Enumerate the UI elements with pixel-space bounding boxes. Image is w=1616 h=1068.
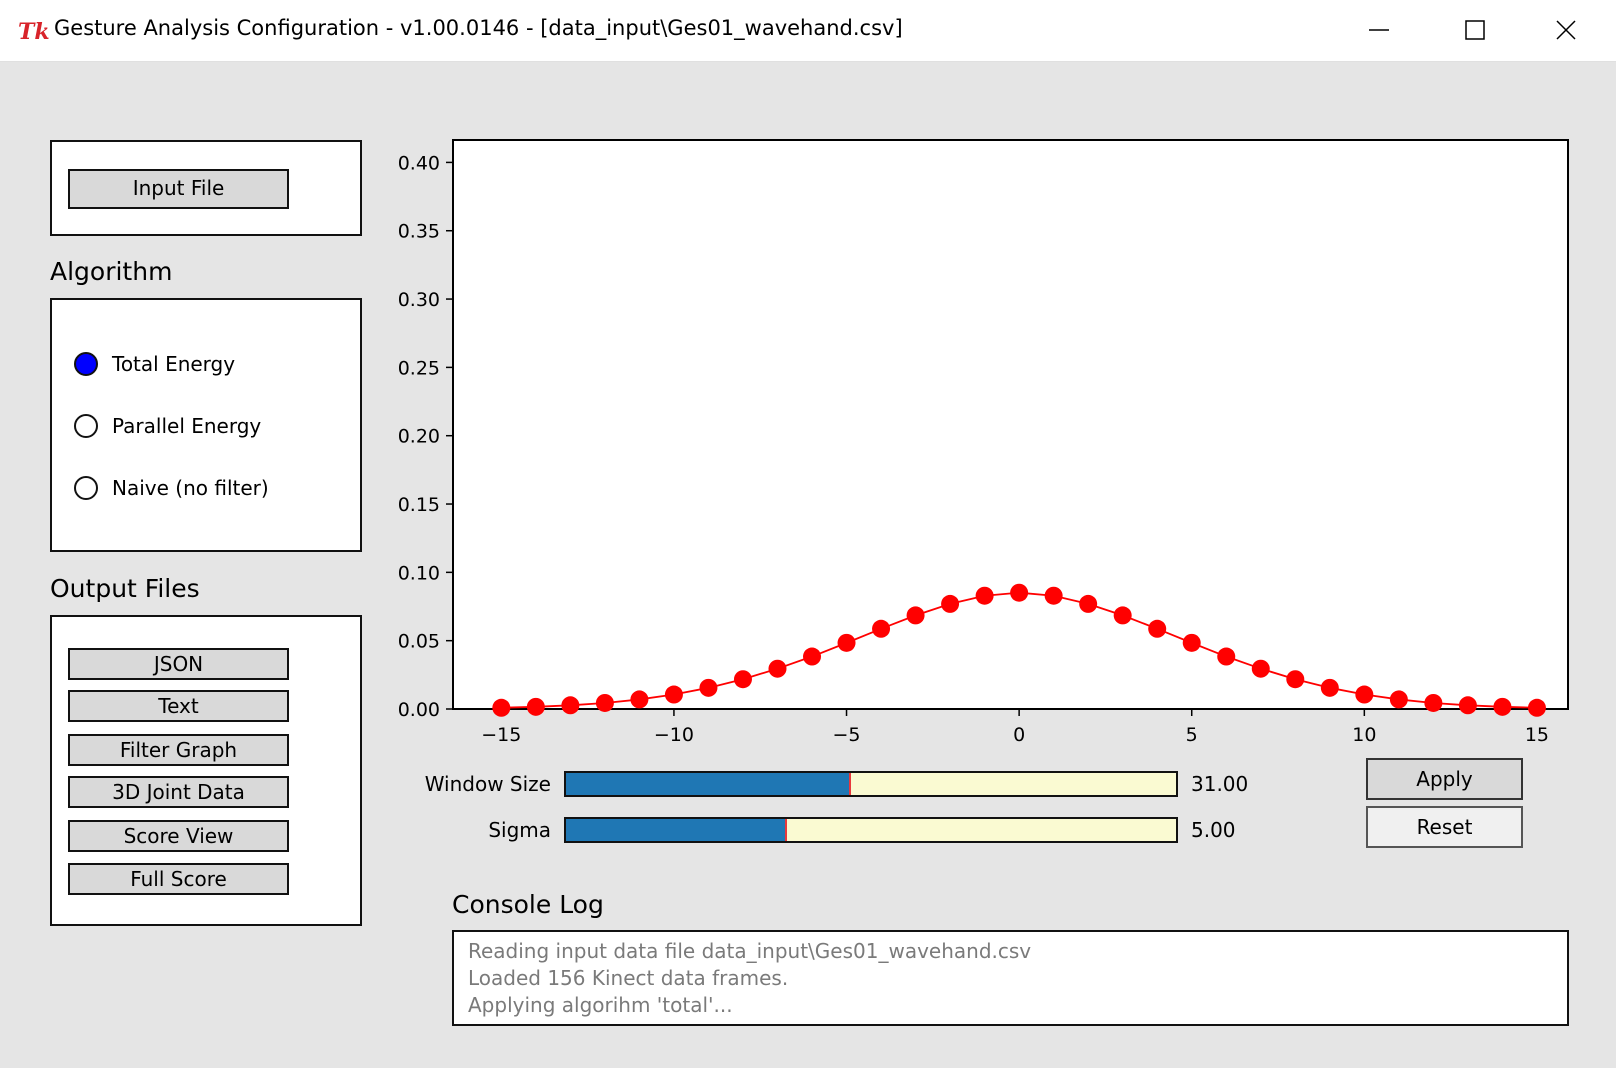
data-point xyxy=(1148,619,1167,638)
y-tick-label: 0.05 xyxy=(398,631,440,653)
maximize-icon xyxy=(1465,20,1485,40)
data-point xyxy=(803,647,822,666)
radio-naive[interactable]: Naive (no filter) xyxy=(74,473,269,503)
y-tick-label: 0.00 xyxy=(398,699,440,721)
x-tick-label: 10 xyxy=(1352,724,1376,746)
data-point xyxy=(941,594,960,613)
console-line: Loaded 156 Kinect data frames. xyxy=(468,966,789,990)
x-tick-label: 15 xyxy=(1525,724,1549,746)
sigma-value: 5.00 xyxy=(1191,818,1236,842)
data-point xyxy=(1079,594,1098,613)
json-button[interactable]: JSON xyxy=(68,648,289,680)
data-point xyxy=(561,696,580,715)
data-point xyxy=(1355,685,1374,704)
data-point xyxy=(1389,690,1408,709)
y-tick-label: 0.40 xyxy=(398,152,440,174)
maximize-button[interactable] xyxy=(1452,10,1498,50)
window-size-value: 31.00 xyxy=(1191,772,1249,796)
data-point xyxy=(872,619,891,638)
data-point xyxy=(699,678,718,697)
reset-button[interactable]: Reset xyxy=(1366,806,1523,848)
sigma-slider-fill xyxy=(566,819,788,841)
data-point xyxy=(1493,697,1512,716)
radio-parallel-energy[interactable]: Parallel Energy xyxy=(74,411,261,441)
y-tick-label: 0.30 xyxy=(398,289,440,311)
data-point xyxy=(768,659,787,678)
radio-label-naive: Naive (no filter) xyxy=(112,476,269,500)
full-score-button[interactable]: Full Score xyxy=(68,863,289,895)
sigma-slider[interactable] xyxy=(564,817,1178,843)
data-point xyxy=(1527,698,1546,717)
data-point xyxy=(1010,583,1029,602)
text-button[interactable]: Text xyxy=(68,690,289,722)
data-point xyxy=(1113,606,1132,625)
output-files-panel: JSON Text Filter Graph 3D Joint Data Sco… xyxy=(50,615,362,926)
data-point xyxy=(906,606,925,625)
tk-logo-icon: Tk xyxy=(18,19,50,45)
radio-indicator-selected xyxy=(74,352,98,376)
window-size-slider-fill xyxy=(566,773,851,795)
minimize-button[interactable] xyxy=(1356,10,1402,50)
console-line: Applying algorihm 'total'... xyxy=(468,993,733,1017)
window-title: Gesture Analysis Configuration - v1.00.0… xyxy=(54,16,903,40)
data-point xyxy=(492,698,511,717)
data-point xyxy=(664,685,683,704)
sigma-label: Sigma xyxy=(488,818,551,842)
x-tick-label: 0 xyxy=(1013,724,1025,746)
x-tick-label: −15 xyxy=(481,724,521,746)
radio-indicator xyxy=(74,476,98,500)
y-tick-label: 0.20 xyxy=(398,426,440,448)
console-log-box: Reading input data file data_input\Ges01… xyxy=(452,930,1569,1026)
x-axis-ticks: −15 −10 −5 0 5 10 15 xyxy=(481,709,1549,746)
data-point xyxy=(1458,696,1477,715)
gaussian-filter-chart: 0.00 0.05 0.10 0.15 0.20 0.25 0.30 0.35 0.40 −15… xyxy=(398,139,1569,746)
data-point xyxy=(526,697,545,716)
console-line: Reading input data file data_input\Ges01… xyxy=(468,939,1032,963)
data-point xyxy=(1251,659,1270,678)
window-size-label: Window Size xyxy=(424,772,551,796)
window-size-slider[interactable] xyxy=(564,771,1178,797)
data-point xyxy=(1320,678,1339,697)
radio-indicator xyxy=(74,414,98,438)
3d-joint-data-button[interactable]: 3D Joint Data xyxy=(68,776,289,808)
console-log-heading: Console Log xyxy=(452,890,604,919)
plot-area xyxy=(452,139,1569,710)
algorithm-panel: Total Energy Parallel Energy Naive (no f… xyxy=(50,298,362,552)
title-bar: Tk Gesture Analysis Configuration - v1.0… xyxy=(0,0,1616,62)
filter-graph-button[interactable]: Filter Graph xyxy=(68,734,289,766)
data-point xyxy=(1286,670,1305,689)
data-point xyxy=(1424,693,1443,712)
radio-label-parallel-energy: Parallel Energy xyxy=(112,414,262,438)
y-tick-label: 0.15 xyxy=(398,494,440,516)
close-icon xyxy=(1556,20,1576,40)
apply-button[interactable]: Apply xyxy=(1366,758,1523,800)
data-series xyxy=(492,583,1546,717)
y-tick-label: 0.10 xyxy=(398,562,440,584)
y-tick-label: 0.25 xyxy=(398,357,440,379)
data-point xyxy=(595,693,614,712)
y-tick-label: 0.35 xyxy=(398,221,440,243)
input-file-button[interactable]: Input File xyxy=(68,169,289,209)
input-file-panel: Input File xyxy=(50,140,362,236)
minimize-icon xyxy=(1369,29,1389,31)
data-point xyxy=(1044,586,1063,605)
score-view-button[interactable]: Score View xyxy=(68,820,289,852)
data-point xyxy=(837,633,856,652)
data-point xyxy=(733,670,752,689)
output-files-heading: Output Files xyxy=(50,574,200,603)
y-axis-ticks: 0.00 0.05 0.10 0.15 0.20 0.25 0.30 0.35 0.40 xyxy=(398,152,453,721)
algorithm-heading: Algorithm xyxy=(50,257,173,286)
data-point xyxy=(975,586,994,605)
radio-label-total-energy: Total Energy xyxy=(112,352,236,376)
data-point xyxy=(630,690,649,709)
x-tick-label: 5 xyxy=(1186,724,1198,746)
x-tick-label: −10 xyxy=(654,724,694,746)
data-point xyxy=(1217,647,1236,666)
radio-total-energy[interactable]: Total Energy xyxy=(74,349,235,379)
data-point xyxy=(1182,633,1201,652)
close-button[interactable] xyxy=(1543,10,1589,50)
x-tick-label: −5 xyxy=(833,724,861,746)
